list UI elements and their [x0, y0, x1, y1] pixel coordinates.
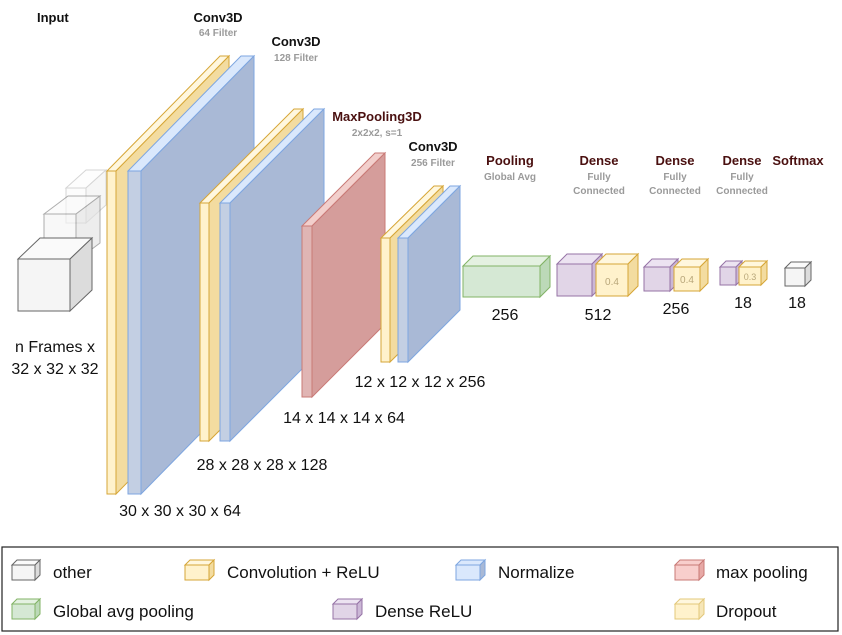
legend-label-normalize: Normalize: [498, 563, 575, 582]
dense2-title: Dense: [655, 153, 694, 168]
global-avg-pooling-block: [461, 254, 552, 299]
dense2-block: [642, 257, 680, 293]
legend-swatch-conv: [183, 558, 216, 582]
input-dims-line2: 32 x 32 x 32: [11, 361, 98, 378]
maxpool-subtitle: 2x2x2, s=1: [352, 128, 403, 139]
dense3-dropout-block: [737, 259, 769, 287]
conv2-subtitle: 128 Filter: [274, 53, 318, 64]
dense2-subtitle-line2: Connected: [649, 186, 701, 197]
dense2-dims: 256: [663, 301, 690, 318]
dense3-subtitle-line1: Fully: [730, 172, 754, 183]
legend-label-dense: Dense ReLU: [375, 602, 472, 621]
conv3-title: Conv3D: [408, 139, 457, 154]
legend-swatch-dropout: [673, 597, 706, 621]
legend-swatch-gap: [10, 597, 42, 621]
conv2-dims: 28 x 28 x 28 x 128: [197, 457, 328, 474]
pooling-subtitle: Global Avg: [484, 172, 536, 183]
conv2-normalize-block: [218, 107, 326, 443]
pooling-title: Pooling: [486, 153, 534, 168]
legend-label-conv: Convolution + ReLU: [227, 563, 380, 582]
dense1-title: Dense: [579, 153, 618, 168]
legend: other Convolution + ReLU Normalize max p…: [1, 546, 839, 632]
input-frame-front: [16, 236, 94, 313]
softmax-dims: 18: [788, 295, 806, 312]
conv1-subtitle: 64 Filter: [199, 28, 237, 39]
maxpool-dims: 14 x 14 x 14 x 64: [283, 410, 405, 427]
dense1-block: [555, 252, 604, 298]
legend-swatch-dense: [331, 597, 364, 621]
softmax-title: Softmax: [772, 153, 824, 168]
dense3-subtitle-line2: Connected: [716, 186, 768, 197]
conv3-subtitle: 256 Filter: [411, 158, 455, 169]
dense1-dropout-rate: 0.4: [605, 277, 619, 288]
legend-swatch-maxpool: [673, 558, 706, 582]
dense1-dims: 512: [585, 307, 612, 324]
dense3-dropout-rate: 0.3: [744, 272, 757, 282]
dense1-dropout-block: [594, 252, 640, 298]
dense1-subtitle-line2: Connected: [573, 186, 625, 197]
dense2-subtitle-line1: Fully: [663, 172, 687, 183]
dense1-subtitle-line1: Fully: [587, 172, 611, 183]
legend-swatch-other: [10, 558, 42, 582]
pooling-dims: 256: [492, 307, 519, 324]
dense2-dropout-rate: 0.4: [680, 275, 694, 286]
dense3-title: Dense: [722, 153, 761, 168]
input-dims-line1: n Frames x: [15, 339, 95, 356]
conv2-title: Conv3D: [271, 34, 320, 49]
dense2-dropout-block: [672, 257, 710, 293]
legend-label-gap: Global avg pooling: [53, 602, 194, 621]
legend-label-other: other: [53, 563, 92, 582]
legend-swatch-normalize: [454, 558, 487, 582]
conv1-title: Conv3D: [193, 10, 242, 25]
legend-label-dropout: Dropout: [716, 602, 777, 621]
conv1-dims: 30 x 30 x 30 x 64: [119, 503, 241, 520]
dense3-dims: 18: [734, 295, 752, 312]
conv3-dims: 12 x 12 x 12 x 256: [355, 374, 486, 391]
conv3-normalize-block: [396, 184, 462, 364]
input-frames: [16, 168, 108, 313]
maxpool-title: MaxPooling3D: [332, 109, 422, 124]
softmax-block: [783, 260, 813, 288]
input-title: Input: [37, 10, 69, 25]
legend-label-maxpool: max pooling: [716, 563, 808, 582]
